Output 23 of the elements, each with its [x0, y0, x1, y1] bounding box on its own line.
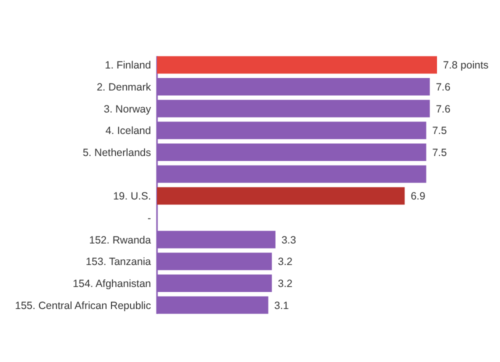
y-tick-label: 5. Netherlands	[82, 146, 151, 159]
bar	[157, 56, 437, 74]
data-label: 7.5	[432, 125, 447, 138]
y-tick-label: 2. Denmark	[96, 81, 152, 94]
data-label: 7.5	[432, 146, 447, 159]
data-label: 3.2	[278, 256, 293, 268]
bar	[157, 187, 405, 205]
data-label: 3.1	[274, 300, 290, 312]
y-tick-label: 154. Afghanistan	[72, 278, 152, 290]
y-tick-label: 19. U.S.	[113, 190, 151, 203]
data-label: 6.9	[410, 190, 426, 203]
y-tick-label: 1. Finland	[104, 60, 152, 72]
y-tick-label: 152. Rwanda	[89, 234, 152, 246]
data-label: 7.6	[436, 81, 451, 94]
data-label: 3.2	[278, 278, 293, 290]
data-label: 3.3	[281, 234, 296, 246]
y-tick-label: 4. Iceland	[105, 125, 152, 138]
y-tick-label: 155. Central African Republic	[15, 300, 151, 312]
data-label: 7.8 points	[443, 60, 489, 72]
y-tick-label: 153. Tanzania	[86, 256, 152, 268]
data-label: 7.6	[436, 103, 451, 116]
y-tick-label: 3. Norway	[104, 103, 152, 116]
y-tick-label: -	[148, 212, 152, 224]
